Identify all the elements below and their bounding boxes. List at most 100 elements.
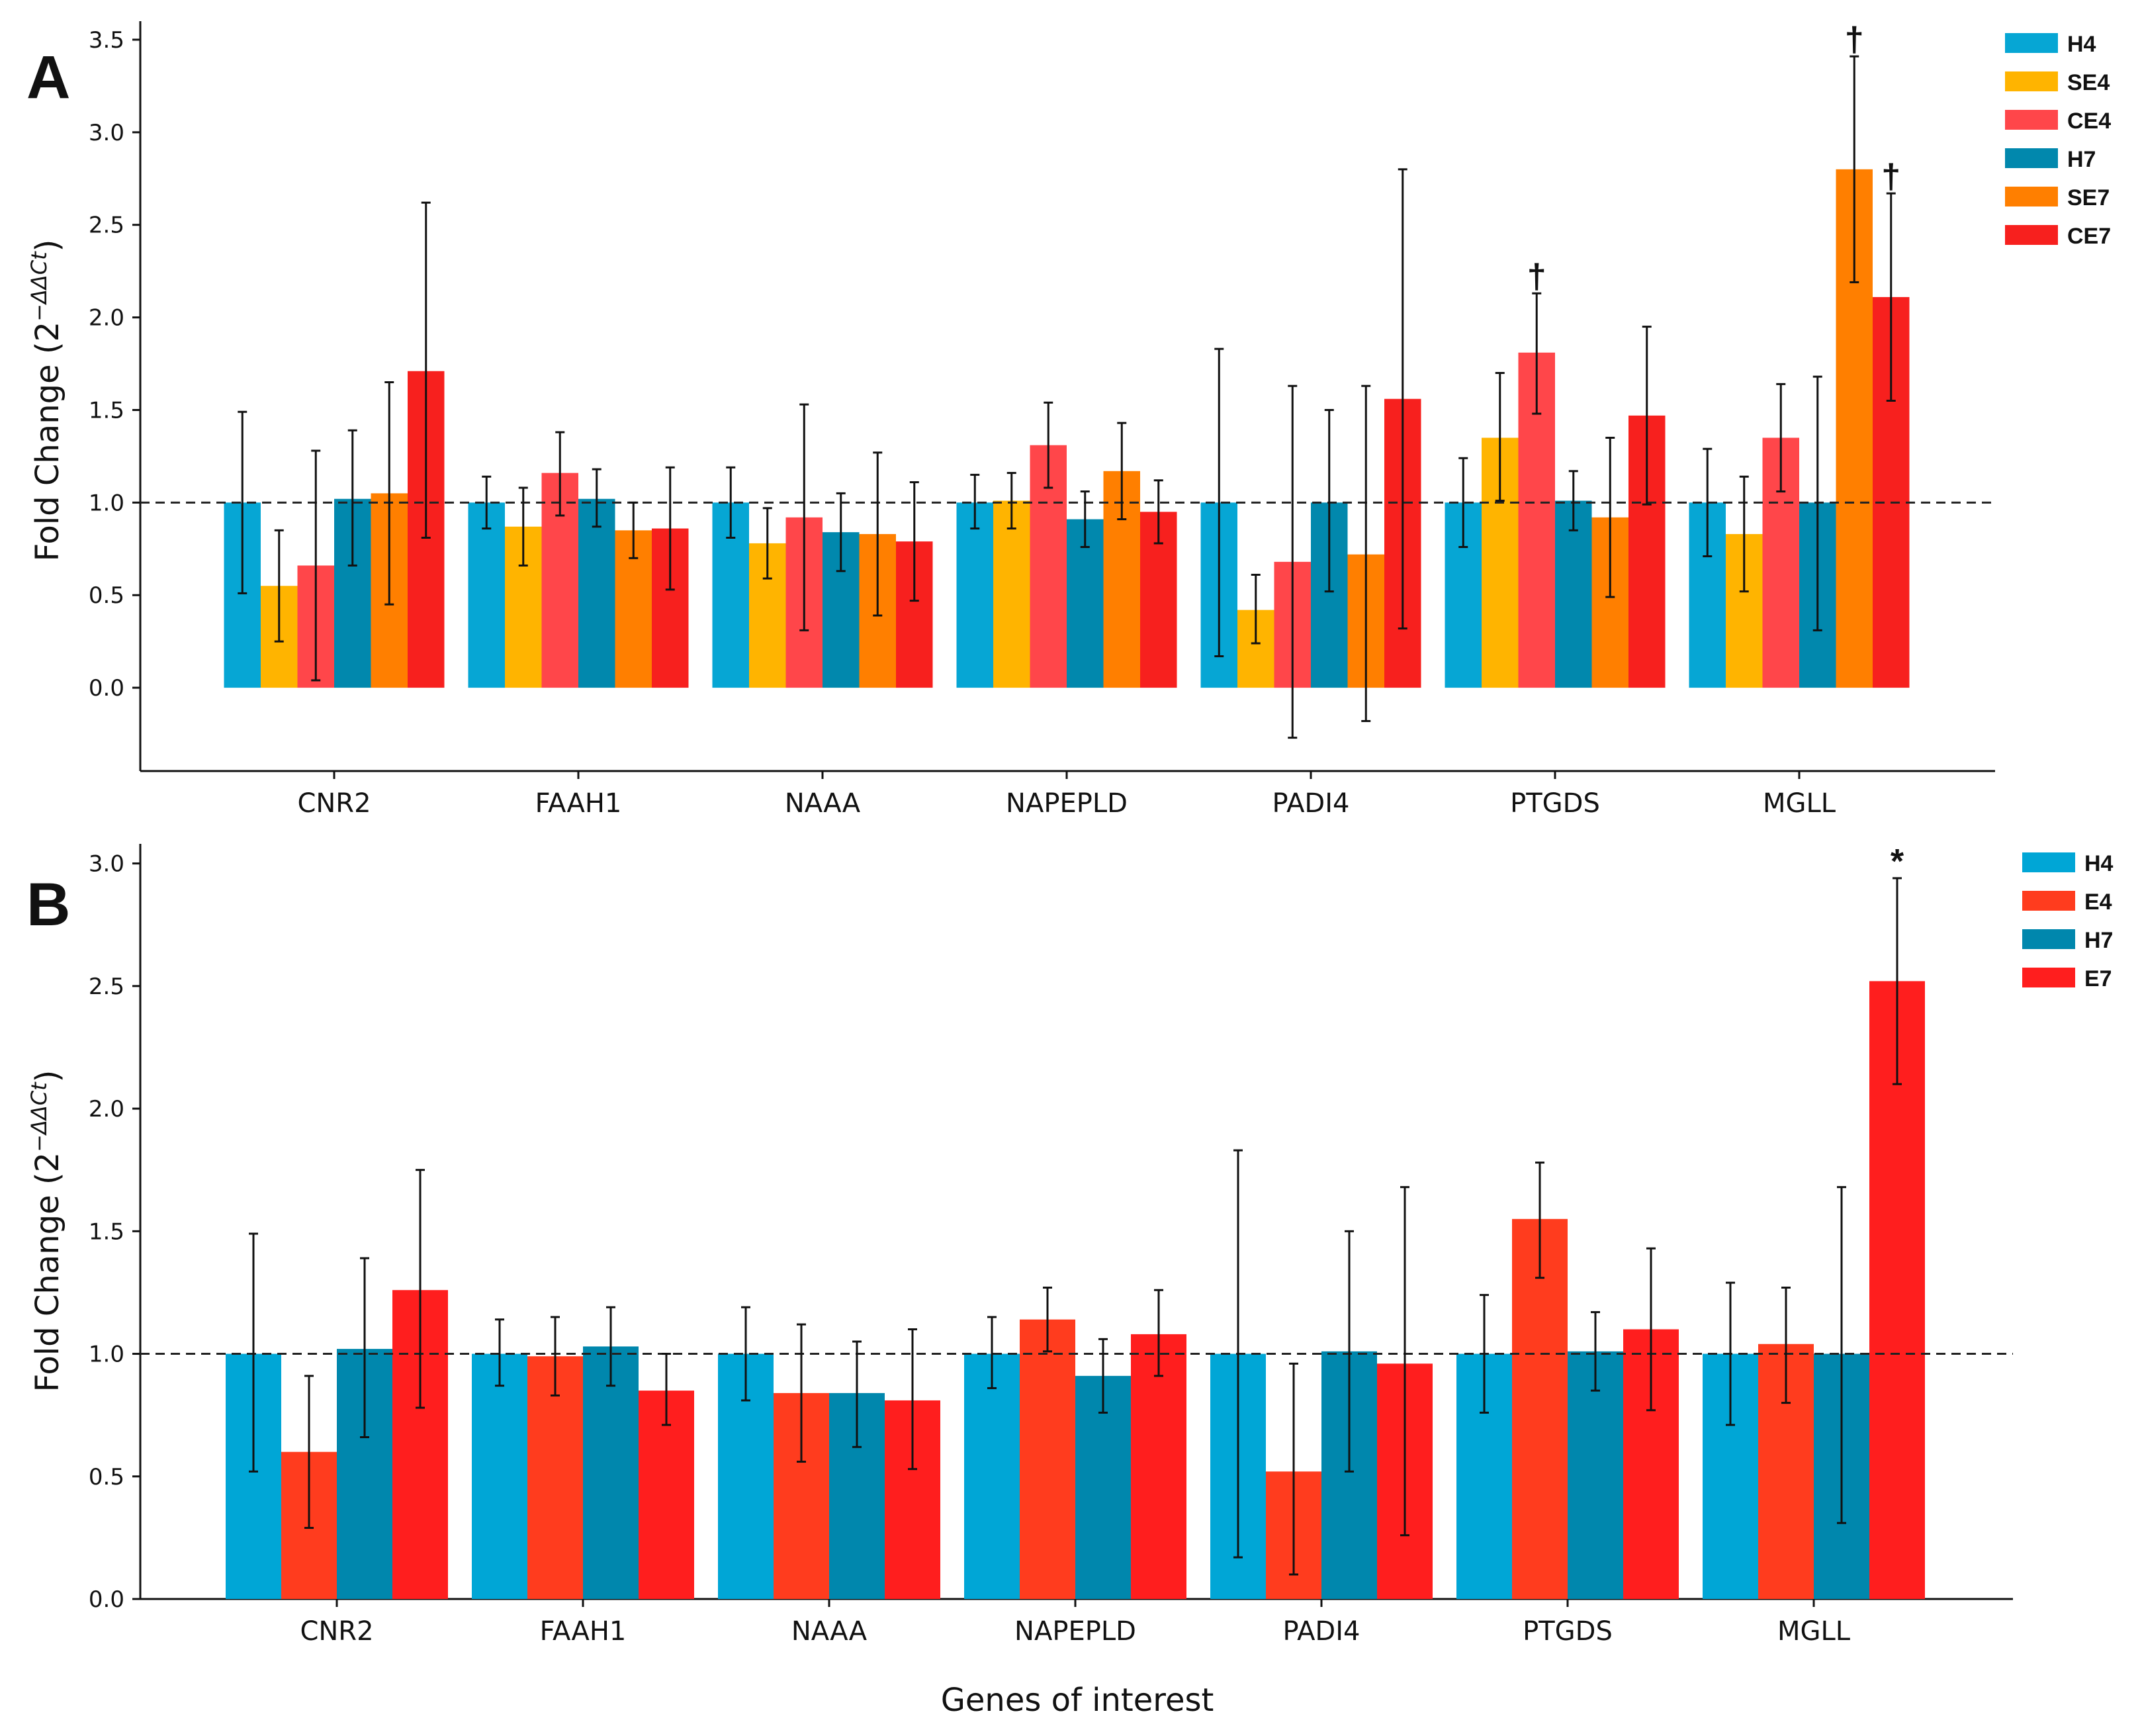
panel-b-y-tick-label: 2.0 [89,1096,124,1122]
panel-a-error-bar-naaa-h4 [726,466,736,539]
panel-b-legend-item-h4: H4 [2022,851,2114,876]
panel-a-bar-ptgds-h7 [1555,500,1592,688]
panel-b-x-tick-label-faah1: FAAH1 [540,1616,627,1647]
panel-a-error-bar-faah1-ce4 [555,431,565,517]
panel-a-error-bar-napepld-h4 [970,473,980,530]
panel-a-error-bar-ptgds-ce4 [1532,292,1542,415]
panel-b-y-axis-title-main: Fold Change (2 [29,1152,66,1393]
legend-swatch [2005,33,2058,53]
panel-b-error-bar-padi4-h7 [1345,1230,1354,1473]
panel-a-error-bar-napepld-se7 [1117,422,1127,521]
panel-a-error-bar-padi4-se7 [1361,385,1371,722]
panel-b-bar-ptgds-e4 [1512,1218,1568,1599]
panel-b-error-bar-ptgds-e4 [1535,1162,1544,1279]
panel-b-x-tick-label-napepld: NAPEPLD [1014,1616,1136,1647]
panel-a-significance-marker-mgll-ce7: † [1881,158,1900,196]
panel-a-error-bar-padi4-ce4 [1288,385,1298,739]
panel-a-error-bar-mgll-h7 [1812,375,1822,631]
panel-b-error-bar-padi4-e7 [1400,1186,1409,1537]
panel-b-legend: H4 E4 H7 E7 [2022,851,2114,991]
panel-a-error-bar-padi4-h7 [1324,408,1334,593]
panel-a-error-bar-napepld-h7 [1080,490,1090,548]
panel-a-y-tick-label: 2.5 [89,212,124,239]
panel-a-x-tick-label-cnr2: CNR2 [297,788,371,819]
panel-a-legend-item-se7: SE7 [2005,185,2110,210]
panel-a-bar-faah1-h4 [468,502,505,688]
panel-a-letter: A [26,44,70,111]
panel-a-error-bar-napepld-ce4 [1044,401,1053,489]
panel-b-error-bar-cnr2-h7 [360,1257,369,1438]
panel-a-error-bar-padi4-ce7 [1398,168,1407,630]
panel-b: B 0.0 0.5 1.0 1.5 2.0 2.5 3.0 CNR2 FAAH1 NAAA NAPE… [26,843,2114,1647]
legend-swatch [2022,891,2075,911]
panel-a-y-axis-title-exponent: −ΔΔCt [26,251,52,322]
panel-a-error-bar-naaa-se4 [762,507,772,580]
panel-b-error-bar-naaa-e4 [797,1323,806,1463]
panel-b-error-bar-faah1-e7 [662,1353,671,1426]
legend-swatch [2022,968,2075,987]
panel-b-error-bar-cnr2-h4 [249,1232,258,1473]
panel-a-error-bar-padi4-h4 [1214,347,1224,658]
panel-a-y-tick-label: 3.0 [89,120,124,146]
panel-a-error-bar-faah1-se7 [629,501,639,559]
panel-b-letter: B [26,871,70,938]
panel-a-y-tick-label: 1.5 [89,397,124,424]
panel-a-error-bar-naaa-se7 [873,451,883,617]
panel-a-bar-napepld-se4 [993,500,1030,688]
panel-a-error-bar-naaa-ce7 [909,481,919,602]
panel-a-significance-marker-mgll-se7: † [1845,21,1864,59]
panel-b-y-tick-label: 0.5 [89,1464,124,1490]
panel-b-bar-napepld-e7 [1131,1334,1186,1599]
panel-b-error-bar-napepld-e4 [1043,1287,1052,1353]
panel-a-y-tick-label: 2.0 [89,305,124,332]
panel-a-error-bar-cnr2-se7 [384,381,394,606]
panel-b-error-bar-faah1-h7 [606,1306,615,1387]
panel-b-y-tick-label: 2.5 [89,974,124,1000]
panel-b-x-tick-label-mgll: MGLL [1777,1616,1851,1647]
panel-b-error-bar-ptgds-h4 [1480,1294,1489,1414]
panel-a-y-tick-label: 3.5 [89,27,124,54]
panel-a-plot-area: 0.0 0.5 1.0 1.5 2.0 2.5 3.0 3.5 CNR2 FAAH1 NAAA NAP… [89,21,1995,819]
panel-b-error-bar-naaa-h7 [852,1340,862,1448]
panel-b-legend-item-e7: E7 [2022,966,2112,991]
panel-b-error-bar-faah1-h4 [495,1318,504,1387]
panel-b-significance-marker-mgll-e7: * [1891,843,1904,881]
legend-label: CE4 [2067,109,2111,134]
panel-b-plot-area: 0.0 0.5 1.0 1.5 2.0 2.5 3.0 CNR2 FAAH1 NAAA NAPEPL… [89,843,2013,1647]
panel-a-error-bar-mgll-ce7 [1886,192,1896,402]
panel-a-y-tick-label: 1.0 [89,490,124,516]
legend-label: E4 [2084,890,2112,915]
panel-a-legend-item-h7: H7 [2005,147,2096,172]
panel-a-error-bar-naaa-h7 [836,492,846,572]
panel-b-error-bar-naaa-h4 [741,1306,750,1402]
legend-swatch [2005,148,2058,168]
panel-b-error-bar-napepld-e7 [1154,1289,1163,1377]
panel-b-bar-ptgds-h7 [1568,1351,1623,1599]
legend-swatch [2005,110,2058,130]
panel-b-x-tick-label-cnr2: CNR2 [300,1616,373,1647]
panel-b-error-bar-napepld-h4 [987,1316,997,1389]
panel-a: A 0.0 0.5 1.0 1.5 2.0 2.5 3.0 3.5 CNR2 FAAH1 NAAA N… [26,21,2111,819]
panel-a-error-bar-naaa-ce4 [799,403,809,631]
panel-a-y-tick-label: 0.0 [89,675,124,702]
panel-a-x-tick-label-ptgds: PTGDS [1510,788,1600,819]
panel-b-error-bar-napepld-h7 [1098,1338,1108,1414]
panel-a-error-bar-cnr2-h4 [238,410,247,594]
panel-b-bar-faah1-e4 [527,1356,583,1599]
panel-a-error-bar-mgll-se7 [1850,55,1859,283]
legend-label: SE4 [2067,70,2110,95]
panel-b-bar-faah1-h4 [472,1353,527,1599]
panel-a-significance-marker-ptgds-ce4: † [1527,257,1546,296]
panel-a-bar-faah1-h7 [578,498,615,688]
panel-b-x-tick-label-ptgds: PTGDS [1523,1616,1613,1647]
panel-b-error-bar-mgll-e7 [1893,877,1902,1085]
panel-b-x-tick-label-padi4: PADI4 [1283,1616,1360,1647]
legend-label: E7 [2084,966,2112,991]
panel-a-error-bar-mgll-se4 [1739,475,1749,593]
panel-a-error-bar-padi4-se4 [1251,573,1261,645]
panel-b-y-axis-title-exponent: −ΔΔCt [26,1081,52,1152]
panel-a-error-bar-faah1-h4 [482,475,492,530]
panel-a-y-axis-title: Fold Change (2−ΔΔCt) [26,240,66,562]
panel-a-error-bar-cnr2-ce4 [311,449,321,682]
legend-swatch [2005,187,2058,206]
